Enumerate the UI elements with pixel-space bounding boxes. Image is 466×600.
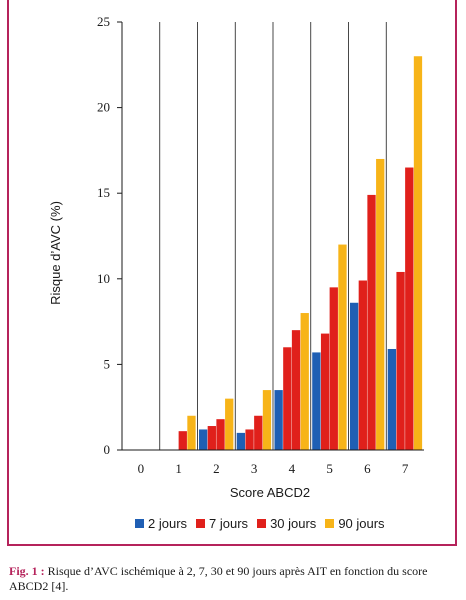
legend-label: 30 jours: [270, 516, 317, 531]
bar: [338, 244, 347, 450]
bar: [291, 330, 301, 450]
x-tick-label: 4: [289, 461, 296, 476]
bar: [236, 432, 246, 450]
bar: [178, 431, 187, 450]
y-tick-label: 0: [104, 442, 111, 457]
bar: [207, 426, 216, 450]
bar: [216, 419, 225, 450]
legend-swatch: [196, 519, 206, 528]
y-tick-label: 15: [97, 185, 110, 200]
axes: [117, 21, 424, 451]
legend-swatch: [135, 519, 144, 528]
bar: [283, 347, 292, 450]
x-tick-label: 0: [138, 461, 145, 476]
bar: [387, 348, 397, 450]
legend-item: 7 jours: [196, 516, 248, 531]
x-tick-labels: 0 1 2 3 4 5 6 7: [138, 461, 409, 476]
x-tick-label: 2: [213, 461, 220, 476]
bar-chart: 0 5 10 15 20 25 0 1 2 3 4 5 6 7 Risque d’AVC (%) Sco…: [48, 14, 424, 500]
bar: [349, 302, 359, 450]
bar: [396, 271, 405, 450]
x-tick-label: 6: [364, 461, 371, 476]
legend-swatch: [325, 519, 335, 528]
caption-text: Risque d’AVC ischémique à 2, 7, 30 et 90…: [9, 564, 428, 593]
bar: [225, 398, 234, 450]
y-axis-label: Risque d’AVC (%): [48, 201, 63, 305]
chart-legend: 2 jours 7 jours 30 jours 90 jours: [135, 516, 385, 531]
caption-label: Fig. 1 :: [9, 564, 45, 578]
bar: [405, 167, 414, 450]
y-tick-label: 20: [97, 100, 110, 115]
bar: [413, 56, 423, 451]
bar: [198, 429, 208, 450]
x-axis-label: Score ABCD2: [230, 485, 310, 500]
legend-label: 90 jours: [338, 516, 385, 531]
y-tick-label: 25: [97, 14, 110, 29]
bar: [358, 280, 367, 450]
legend-label: 7 jours: [209, 516, 249, 531]
grid-lines: [159, 22, 387, 450]
bar: [376, 158, 385, 450]
bar: [274, 390, 283, 450]
bar: [367, 194, 376, 450]
x-tick-label: 7: [402, 461, 409, 476]
bars: [178, 56, 423, 451]
legend-item: 2 jours: [135, 516, 187, 531]
bar: [254, 415, 263, 450]
bar: [300, 313, 309, 450]
y-tick-label: 10: [97, 271, 110, 286]
legend-item: 30 jours: [257, 516, 316, 531]
y-tick-labels: 0 5 10 15 20 25: [97, 14, 110, 457]
bar: [262, 390, 272, 450]
bar: [329, 287, 338, 450]
x-tick-label: 3: [251, 461, 258, 476]
x-tick-label: 1: [175, 461, 182, 476]
figure-frame: [7, 0, 457, 546]
bar: [245, 429, 254, 450]
bar: [187, 415, 196, 450]
x-tick-label: 5: [326, 461, 333, 476]
y-tick-label: 5: [104, 356, 111, 371]
legend-item: 90 jours: [325, 516, 385, 531]
bar: [312, 352, 321, 450]
legend-swatch: [257, 519, 267, 528]
bar: [320, 333, 330, 450]
figure-caption: Fig. 1 : Risque d’AVC ischémique à 2, 7,…: [9, 564, 461, 594]
legend-label: 2 jours: [148, 516, 188, 531]
